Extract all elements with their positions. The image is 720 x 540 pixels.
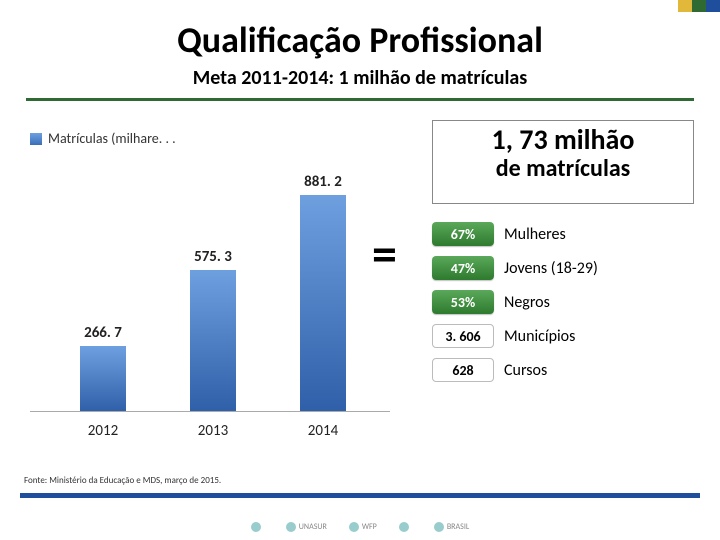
stat-label: Negros [504,293,550,312]
bar [300,195,346,412]
accent-bar [678,0,692,12]
chart-legend: Matrículas (milhare. . . [30,130,176,147]
stat-pill: 47% [432,256,494,280]
logo-icon [399,522,409,532]
stat-row: 53% Negros [432,290,694,314]
stat-pill: 67% [432,222,494,246]
logo: WFP [349,522,377,532]
page-subtitle: Meta 2011-2014: 1 milhão de matrículas [0,66,720,90]
total-line-2: de matrículas [439,156,687,182]
x-category: 2012 [48,422,158,440]
divider-top [26,98,694,101]
stats-list: 67% Mulheres 47% Jovens (18-29) 53% Negros 3. … [432,222,694,392]
chart-plot: 266. 7575. 3881. 2 [30,190,390,412]
accent-bars [678,0,720,12]
stat-row: 3. 606 Municípios [432,324,694,348]
logo [251,522,264,532]
logo [399,522,412,532]
divider-bottom [20,493,700,498]
stat-label: Jovens (18-29) [504,259,598,278]
total-box: 1, 73 milhão de matrículas [432,120,694,204]
bar-value-label: 266. 7 [48,324,158,342]
accent-bar [692,0,706,12]
accent-bar [706,0,720,12]
bar-value-label: 881. 2 [268,173,378,191]
logo-icon [349,522,359,532]
total-line-1: 1, 73 milhão [439,125,687,156]
logo-icon [251,522,261,532]
logo-text: UNASUR [299,522,327,532]
stat-row: 628 Cursos [432,358,694,382]
equals-sign: = [372,224,397,285]
logo: BRASIL [434,522,469,532]
stat-label: Municípios [504,327,575,346]
stat-pill: 3. 606 [432,324,494,348]
x-category: 2013 [158,422,268,440]
legend-label: Matrículas (milhare. . . [48,130,176,147]
x-category: 2014 [268,422,378,440]
bar-value-label: 575. 3 [158,248,268,266]
stat-label: Cursos [504,361,547,380]
x-axis-line [30,411,390,412]
stat-pill: 53% [432,290,494,314]
stat-label: Mulheres [504,225,566,244]
slide-root: { "accent_bars": [ {"w":14,"color":"#e1b… [0,0,720,540]
page-title: Qualificação Profissional [0,18,720,62]
stat-pill: 628 [432,358,494,382]
stat-row: 47% Jovens (18-29) [432,256,694,280]
legend-swatch [30,133,42,145]
logo-strip: UNASUR WFP BRASIL [0,522,720,532]
bar [190,270,236,412]
bar-chart: Matrículas (milhare. . . 266. 7 575. 3 881… [30,130,390,440]
logo-icon [286,522,296,532]
source-note: Fonte: Ministério da Educação e MDS, mar… [24,475,221,486]
stat-row: 67% Mulheres [432,222,694,246]
logo-icon [434,522,444,532]
bar [80,346,126,412]
logo-text: WFP [362,522,377,532]
logo: UNASUR [286,522,327,532]
logo-text: BRASIL [447,522,469,532]
